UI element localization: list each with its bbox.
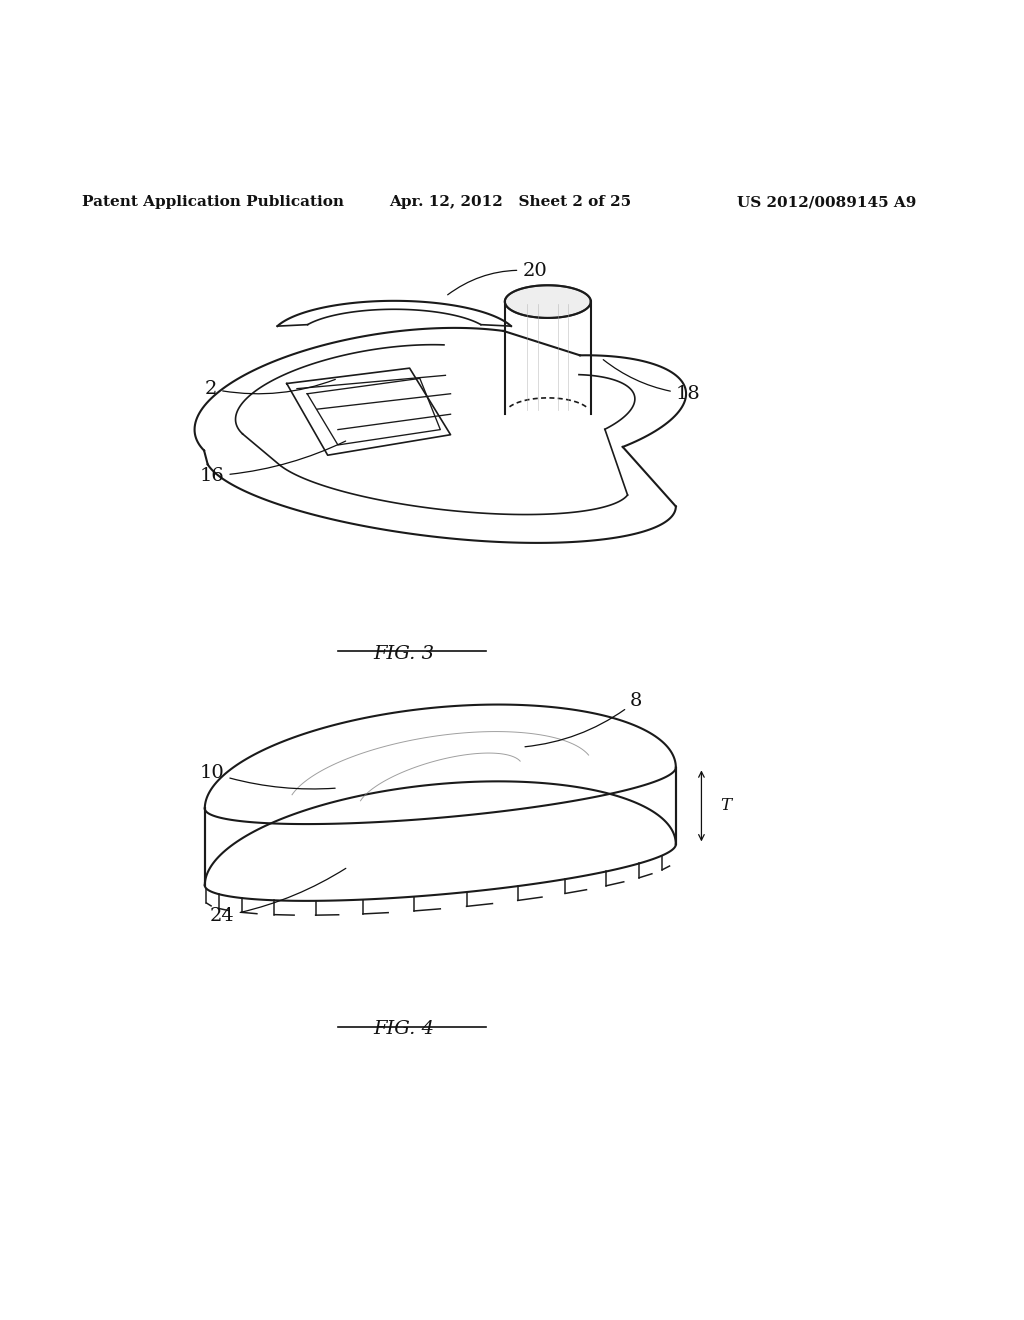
Text: US 2012/0089145 A9: US 2012/0089145 A9 bbox=[737, 195, 916, 209]
Text: Apr. 12, 2012   Sheet 2 of 25: Apr. 12, 2012 Sheet 2 of 25 bbox=[389, 195, 631, 209]
Text: T: T bbox=[720, 797, 731, 814]
Polygon shape bbox=[505, 285, 591, 318]
Text: FIG. 4: FIG. 4 bbox=[374, 1020, 435, 1039]
Text: 2: 2 bbox=[205, 379, 335, 397]
Text: 20: 20 bbox=[447, 261, 547, 294]
Text: 24: 24 bbox=[210, 869, 346, 925]
Text: 8: 8 bbox=[525, 692, 642, 747]
Text: FIG. 3: FIG. 3 bbox=[374, 644, 435, 663]
Text: Patent Application Publication: Patent Application Publication bbox=[82, 195, 344, 209]
Text: 16: 16 bbox=[200, 441, 346, 484]
Text: 18: 18 bbox=[603, 359, 700, 403]
Text: 10: 10 bbox=[200, 764, 335, 789]
